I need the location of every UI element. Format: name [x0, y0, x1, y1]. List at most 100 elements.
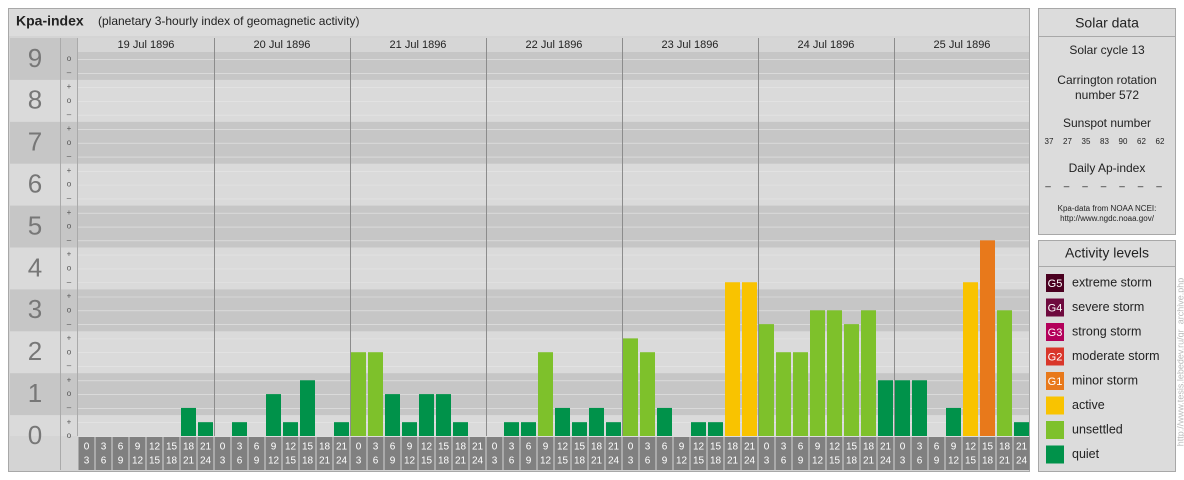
- x-tick-label: 18: [438, 456, 450, 467]
- slot-box: [316, 437, 333, 470]
- x-tick-label: 18: [710, 456, 722, 467]
- slot-box: [605, 437, 622, 470]
- ap-value: –: [1045, 182, 1051, 193]
- x-tick-label: 6: [101, 456, 107, 467]
- band: [10, 121, 1029, 164]
- legend-badge: G3: [1048, 327, 1063, 339]
- legend-label: minor storm: [1072, 373, 1138, 387]
- x-tick-label: 18: [982, 456, 994, 467]
- x-tick-label: 12: [132, 456, 144, 467]
- slot-box: [435, 437, 452, 470]
- carrington: number 572: [1075, 88, 1139, 102]
- x-tick-label: 0: [356, 442, 362, 453]
- x-tick-label: 18: [863, 442, 875, 453]
- legend-badge: G4: [1048, 302, 1063, 314]
- slot-box: [384, 437, 401, 470]
- legend-label: extreme storm: [1072, 275, 1152, 289]
- slot-box: [945, 437, 962, 470]
- legend-title: Activity levels: [1065, 245, 1149, 261]
- bar: [334, 422, 349, 436]
- x-tick-label: 15: [710, 442, 722, 453]
- y-tick-label: 2: [28, 336, 42, 366]
- x-tick-label: 15: [438, 442, 450, 453]
- legend-label: moderate storm: [1072, 349, 1160, 363]
- band: [10, 331, 1029, 374]
- x-tick-label: 18: [166, 456, 178, 467]
- ap-value: –: [1156, 182, 1162, 193]
- x-tick-label: 21: [1016, 442, 1028, 453]
- x-tick-label: 18: [574, 456, 586, 467]
- sunspot-number: 35: [1082, 137, 1091, 146]
- x-tick-label: 12: [285, 442, 297, 453]
- x-tick-label: 21: [200, 442, 212, 453]
- x-tick-label: 9: [679, 442, 685, 453]
- slot-box: [520, 437, 537, 470]
- sunspot-number: 62: [1137, 137, 1146, 146]
- x-tick-label: 24: [608, 456, 620, 467]
- x-tick-label: 6: [645, 456, 651, 467]
- solar-title: Solar data: [1075, 15, 1139, 31]
- x-tick-label: 18: [591, 442, 603, 453]
- x-tick-label: 0: [84, 442, 90, 453]
- slot-box: [367, 437, 384, 470]
- x-tick-label: 15: [149, 456, 161, 467]
- solar-panel: [1038, 8, 1176, 235]
- slot-box: [180, 437, 197, 470]
- day-label: 22 Jul 1896: [526, 39, 583, 51]
- slot-box: [962, 437, 979, 470]
- x-tick-label: 18: [302, 456, 314, 467]
- band: [10, 373, 1029, 416]
- x-tick-label: 21: [591, 456, 603, 467]
- x-tick-label: 0: [764, 442, 770, 453]
- minor-tick-label: o: [67, 305, 72, 314]
- legend-badge: G5: [1048, 278, 1063, 290]
- slot-box: [639, 437, 656, 470]
- slot-box: [877, 437, 894, 470]
- slot-box: [826, 437, 843, 470]
- slot-box: [554, 437, 571, 470]
- x-tick-label: 12: [693, 442, 705, 453]
- x-tick-label: 3: [628, 456, 634, 467]
- bar: [402, 422, 417, 436]
- x-tick-label: 3: [492, 456, 498, 467]
- minor-tick-label: +: [67, 375, 72, 384]
- legend-swatch: [1046, 421, 1064, 439]
- x-tick-label: 21: [455, 456, 467, 467]
- x-tick-label: 12: [676, 456, 688, 467]
- slot-box: [469, 437, 486, 470]
- x-tick-label: 21: [608, 442, 620, 453]
- band: [10, 289, 1029, 332]
- y-tick-label: 4: [28, 252, 42, 282]
- bar: [691, 422, 706, 436]
- day-label: 25 Jul 1896: [934, 39, 991, 51]
- x-tick-label: 3: [645, 442, 651, 453]
- x-tick-label: 6: [254, 442, 260, 453]
- x-tick-label: 3: [84, 456, 90, 467]
- slot-box: [996, 437, 1013, 470]
- ap-title: Daily Ap-index: [1069, 161, 1146, 175]
- x-tick-label: 3: [373, 442, 379, 453]
- x-tick-label: 6: [118, 442, 124, 453]
- slot-box: [792, 437, 809, 470]
- x-tick-label: 15: [693, 456, 705, 467]
- bar: [283, 422, 298, 436]
- x-tick-label: 3: [781, 442, 787, 453]
- sunspot-title: Sunspot number: [1063, 116, 1151, 130]
- x-tick-label: 21: [999, 456, 1011, 467]
- minor-tick-label: –: [67, 110, 72, 119]
- x-tick-label: 6: [390, 442, 396, 453]
- band: [10, 163, 1029, 206]
- x-tick-label: 9: [118, 456, 124, 467]
- slot-box: [741, 437, 758, 470]
- x-tick-label: 24: [880, 456, 892, 467]
- x-tick-label: 15: [965, 456, 977, 467]
- x-tick-label: 9: [271, 442, 277, 453]
- slot-box: [282, 437, 299, 470]
- x-tick-label: 21: [744, 442, 756, 453]
- source: http://www.ngdc.noaa.gov/: [1060, 214, 1155, 223]
- slot-box: [690, 437, 707, 470]
- x-tick-label: 9: [951, 442, 957, 453]
- legend-swatch: [1046, 445, 1064, 464]
- bar: [623, 338, 638, 436]
- day-label: 20 Jul 1896: [254, 39, 311, 51]
